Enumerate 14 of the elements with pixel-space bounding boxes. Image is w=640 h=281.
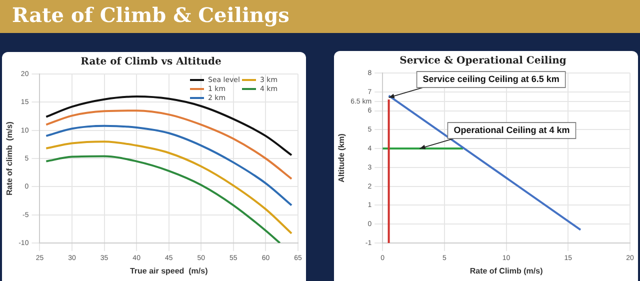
chart-title: Rate of Climb vs Altitude — [80, 56, 222, 68]
line-series — [45, 140, 293, 234]
x-axis-title: True air speed (m/s) — [130, 266, 208, 276]
y-axis-title: Altitude (km) — [337, 133, 346, 182]
line-series — [45, 155, 281, 243]
line-series — [45, 96, 293, 156]
chart-title: Service & Operational Ceiling — [400, 56, 566, 67]
annotation: Service ceiling Ceiling at 6.5 km — [422, 74, 560, 84]
line-series — [45, 110, 293, 180]
text: Rate of Climb & Ceilings — [12, 3, 290, 27]
y-axis-title: Rate of climb (m/s) — [5, 121, 14, 196]
annotation: Operational Ceiling at 4 km — [454, 125, 570, 136]
line-series — [45, 124, 293, 206]
x-axis-title: Rate of Climb (m/s) — [470, 266, 544, 276]
